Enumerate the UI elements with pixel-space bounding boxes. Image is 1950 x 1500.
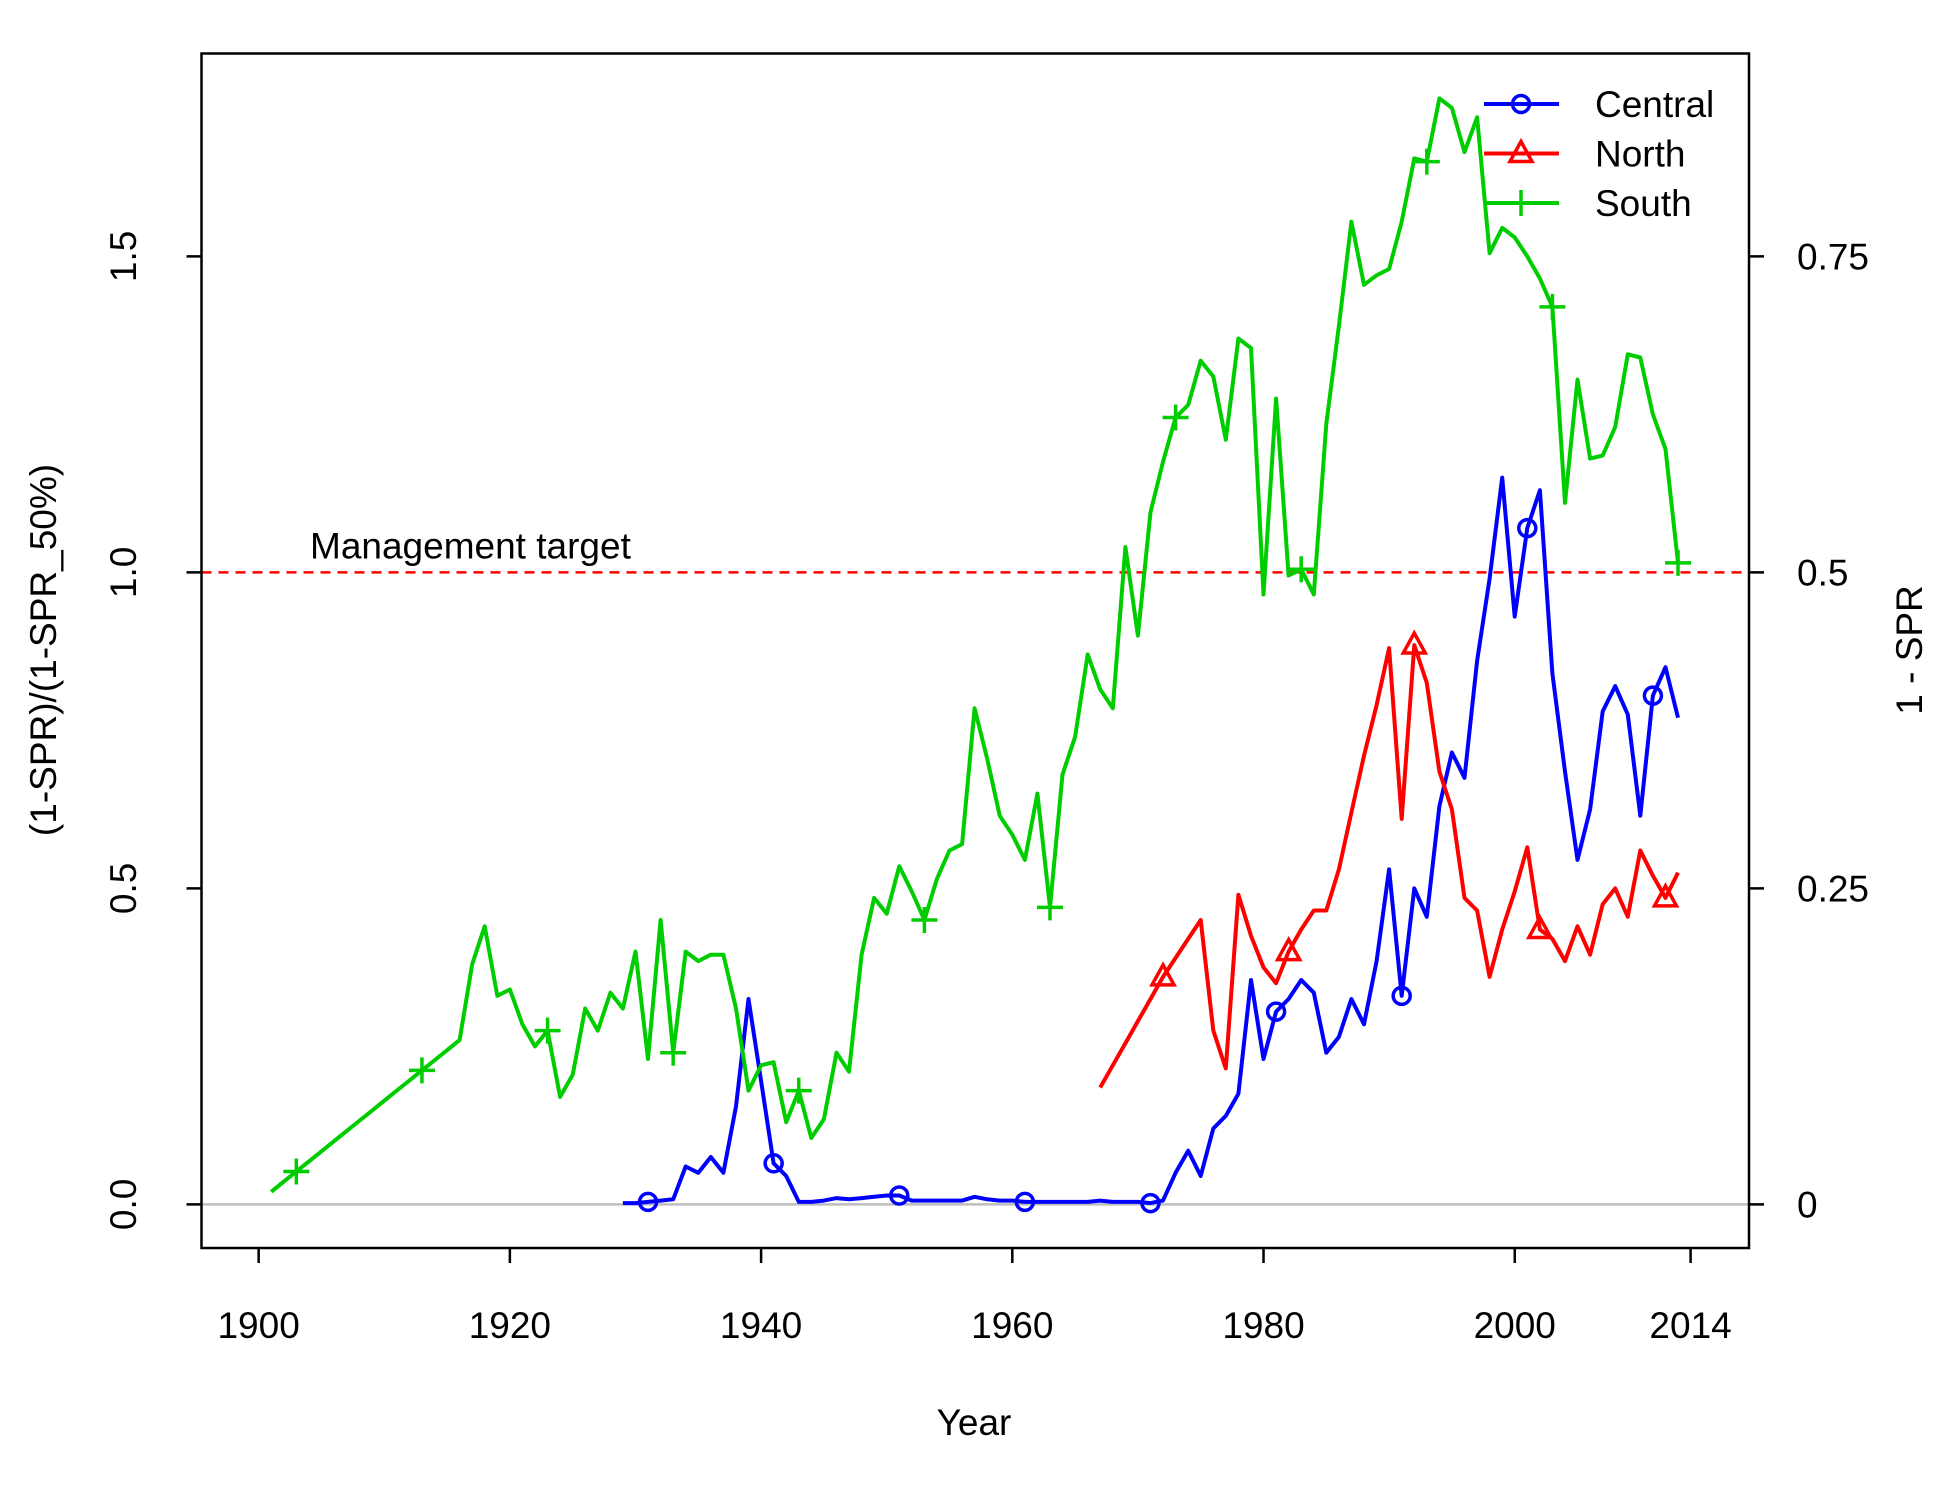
x-tick-label: 1900 xyxy=(217,1305,299,1346)
marker xyxy=(1162,404,1189,431)
series-line xyxy=(622,475,1680,1206)
marker xyxy=(1391,985,1412,1007)
marker xyxy=(763,1153,784,1174)
y-tick-label: 1.5 xyxy=(103,231,144,282)
marker xyxy=(889,1185,910,1206)
marker xyxy=(1507,137,1535,164)
marker xyxy=(534,1017,561,1044)
marker xyxy=(785,1077,812,1104)
y2-tick-label: 0 xyxy=(1797,1184,1818,1225)
series-line xyxy=(269,96,1680,1194)
marker xyxy=(660,1039,687,1066)
y-tick-label: 0.5 xyxy=(103,863,144,914)
marker xyxy=(408,1057,435,1084)
marker xyxy=(1413,148,1440,175)
series-line xyxy=(1098,643,1680,1089)
y2-tick-label: 0.25 xyxy=(1797,868,1869,909)
marker xyxy=(1510,93,1532,115)
marker xyxy=(1642,685,1664,706)
y-tick-label: 0.0 xyxy=(103,1179,144,1230)
x-tick-label: 1940 xyxy=(720,1305,802,1346)
reference-label: Management target xyxy=(310,525,632,566)
y-tick-label: 1.0 xyxy=(103,547,144,598)
x-tick-label: 2014 xyxy=(1649,1305,1731,1346)
plot-frame xyxy=(200,52,1751,1250)
legend-label: Central xyxy=(1595,84,1714,125)
x-tick-label: 2000 xyxy=(1474,1305,1556,1346)
legend-label: South xyxy=(1595,183,1692,224)
marker xyxy=(1539,293,1566,320)
x-tick-label: 1960 xyxy=(971,1305,1053,1346)
y-axis-title: (1-SPR)/(1-SPR_50%) xyxy=(23,464,64,836)
marker xyxy=(1140,1192,1161,1214)
marker xyxy=(1274,935,1303,962)
y2-axis-title: 1 - SPR xyxy=(1889,585,1930,715)
x-tick-label: 1980 xyxy=(1222,1305,1304,1346)
marker xyxy=(1665,549,1692,576)
marker xyxy=(1036,894,1063,921)
x-axis-title: Year xyxy=(937,1402,1012,1443)
marker xyxy=(1525,913,1554,940)
marker xyxy=(1400,629,1429,655)
marker xyxy=(1265,1001,1287,1022)
x-tick-label: 1920 xyxy=(469,1305,551,1346)
marker xyxy=(1014,1191,1036,1213)
marker xyxy=(1651,882,1680,908)
y2-tick-label: 0.75 xyxy=(1797,236,1869,277)
marker xyxy=(637,1191,659,1213)
marker xyxy=(283,1158,310,1185)
marker xyxy=(1508,190,1534,216)
marker xyxy=(1517,517,1538,539)
y2-tick-label: 0.5 xyxy=(1797,552,1848,593)
marker xyxy=(1149,961,1177,987)
marker xyxy=(1288,556,1315,583)
legend-label: North xyxy=(1595,134,1685,175)
marker xyxy=(911,906,938,933)
